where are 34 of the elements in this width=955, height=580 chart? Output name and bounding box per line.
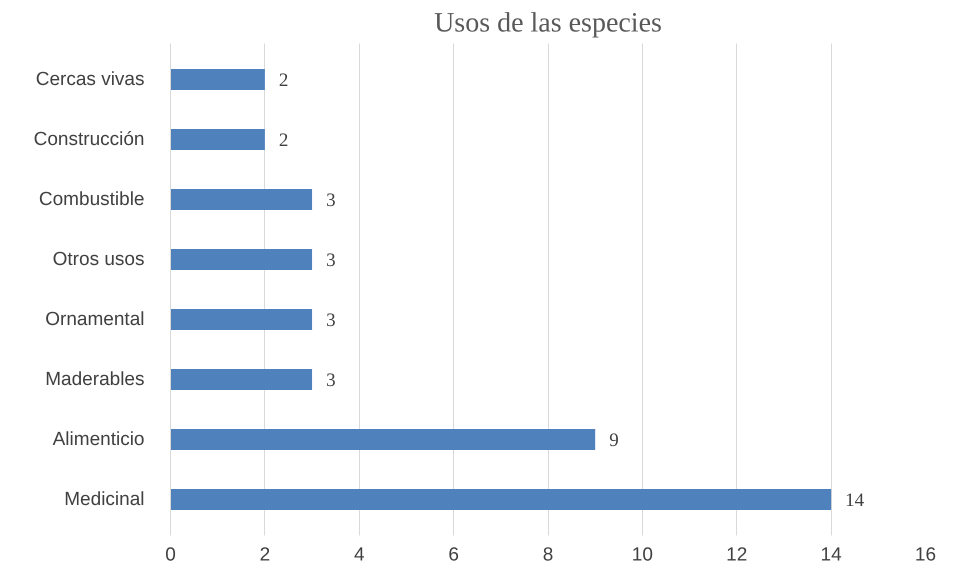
- y-tick-label: Cercas vivas: [36, 69, 144, 90]
- data-label: 3: [326, 370, 336, 391]
- x-tick-label: 12: [726, 544, 748, 566]
- data-label: 2: [278, 70, 288, 91]
- data-label: 14: [845, 490, 865, 511]
- y-tick-label: Combustible: [38, 189, 145, 210]
- y-tick-label: Otros usos: [52, 249, 145, 270]
- x-tick-label: 2: [260, 544, 270, 566]
- chart-title: Usos de las especies: [434, 8, 662, 38]
- x-tick-label: 16: [914, 544, 936, 566]
- bar: [170, 429, 596, 450]
- y-tick-label: Ornamental: [45, 309, 145, 330]
- data-label: 9: [609, 430, 619, 451]
- x-tick-label: 6: [448, 544, 459, 566]
- data-label: 3: [326, 310, 336, 331]
- bar: [170, 309, 312, 330]
- y-tick-label: Medicinal: [64, 489, 145, 510]
- bar: [170, 489, 832, 510]
- y-tick-label: Maderables: [45, 369, 145, 390]
- y-tick-label: Alimenticio: [52, 429, 145, 450]
- data-label: 3: [326, 250, 336, 271]
- x-tick-label: 8: [542, 544, 554, 566]
- x-tick-label: 10: [632, 544, 653, 566]
- bar: [170, 369, 312, 390]
- bar: [170, 69, 265, 90]
- bar: [170, 249, 312, 270]
- x-tick-label: 14: [820, 544, 842, 566]
- data-label: 3: [326, 190, 336, 211]
- y-tick-label: Construcción: [34, 129, 145, 150]
- x-tick-label: 0: [165, 544, 176, 566]
- bar: [170, 129, 265, 150]
- data-label: 2: [278, 130, 288, 151]
- x-tick-label: 4: [354, 544, 365, 566]
- bar: [170, 189, 312, 210]
